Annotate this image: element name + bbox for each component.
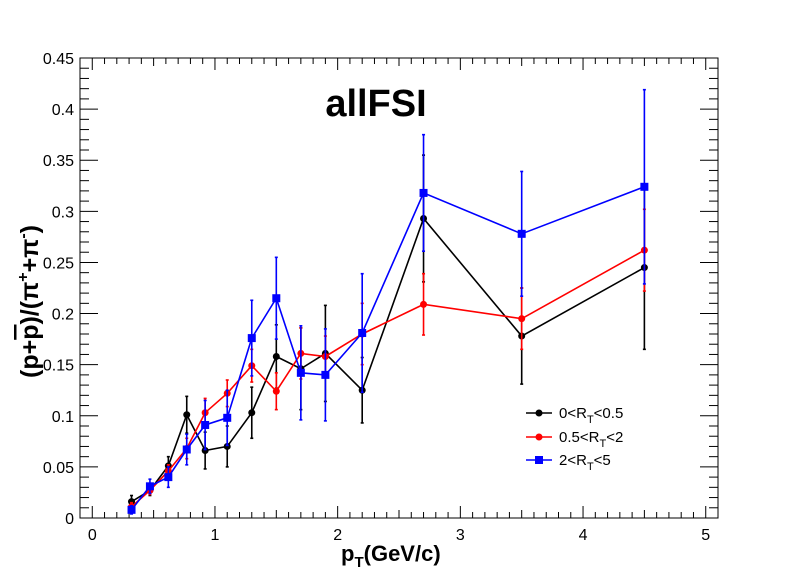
data-point: [272, 352, 280, 360]
data-point: [517, 229, 526, 238]
legend-label-2: 2<RT<5: [559, 452, 611, 473]
x-axis-title: pT(GeV/c): [341, 541, 441, 571]
y-tick-label: 0.35: [43, 153, 74, 170]
data-point: [419, 188, 428, 197]
series-layer: [127, 88, 649, 515]
data-point: [127, 505, 136, 514]
series-line: [130, 186, 645, 511]
data-point: [128, 498, 136, 506]
x-tick-label: 5: [701, 527, 710, 544]
y-tick-label: 0.1: [52, 409, 74, 426]
data-point: [223, 442, 231, 450]
y-axis-title-pbar: p: [16, 325, 44, 340]
chart-title: allFSI: [325, 83, 426, 125]
data-point: [518, 315, 526, 323]
data-point: [272, 387, 280, 395]
y-axis-title-sup1: +: [15, 272, 32, 281]
data-point: [145, 482, 154, 491]
y-axis-title: (p+p)/(π++π-): [15, 225, 44, 378]
x-tick-label: 3: [456, 527, 465, 544]
x-axis-title-main: p: [341, 541, 354, 566]
y-tick-label: 0.25: [43, 255, 74, 272]
y-tick-label: 0.4: [52, 102, 74, 119]
y-tick-label: 0.05: [43, 460, 74, 477]
x-tick-label: 1: [211, 527, 220, 544]
y-axis-title-open: (p+: [16, 340, 44, 378]
x-tick-label: 0: [88, 527, 97, 544]
series-line: [130, 249, 645, 508]
x-axis-title-rest: (GeV/c): [364, 541, 441, 566]
y-tick-label: 0: [65, 511, 74, 528]
tick-labels: 0 1 2 3 4 5 0 0.05 0.1 0.15 0.2 0.25 0.3 0.35 0.4 0.45: [43, 51, 710, 544]
data-point: [420, 300, 428, 308]
y-axis-title-plus: +π: [16, 239, 44, 273]
x-tick-label: 4: [579, 527, 588, 544]
y-tick-label: 0.45: [43, 51, 74, 68]
axis-ticks: [80, 57, 718, 519]
data-point: [248, 409, 256, 417]
y-tick-label: 0.15: [43, 358, 74, 375]
data-point: [247, 334, 256, 343]
data-point: [321, 370, 330, 379]
data-point: [223, 413, 232, 422]
data-point: [296, 368, 305, 377]
data-point: [201, 447, 209, 455]
data-point: [201, 420, 210, 429]
legend-label-0: 0<RT<0.5: [559, 405, 623, 426]
x-axis-title-sub: T: [354, 554, 363, 571]
series-line: [131, 216, 645, 503]
series-2: [127, 88, 649, 515]
y-axis-title-close: ): [16, 225, 44, 233]
y-tick-label: 0.2: [52, 307, 74, 324]
data-point: [182, 445, 191, 454]
data-point: [358, 328, 367, 337]
data-point: [164, 473, 173, 482]
legend-marker-0: [535, 409, 543, 417]
legend: 0<RT<0.5 0.5<RT<2 2<RT<5: [526, 405, 623, 473]
y-axis-title-sup2: -: [15, 233, 32, 238]
legend-marker-1: [535, 433, 543, 441]
data-point: [272, 294, 281, 303]
legend-marker-2: [535, 456, 543, 464]
y-axis-title-mid: )/(π: [16, 282, 44, 325]
y-tick-label: 0.3: [52, 204, 74, 221]
data-point: [640, 182, 649, 191]
data-point: [183, 411, 191, 419]
x-tick-label: 2: [333, 527, 342, 544]
legend-label-1: 0.5<RT<2: [559, 429, 623, 450]
